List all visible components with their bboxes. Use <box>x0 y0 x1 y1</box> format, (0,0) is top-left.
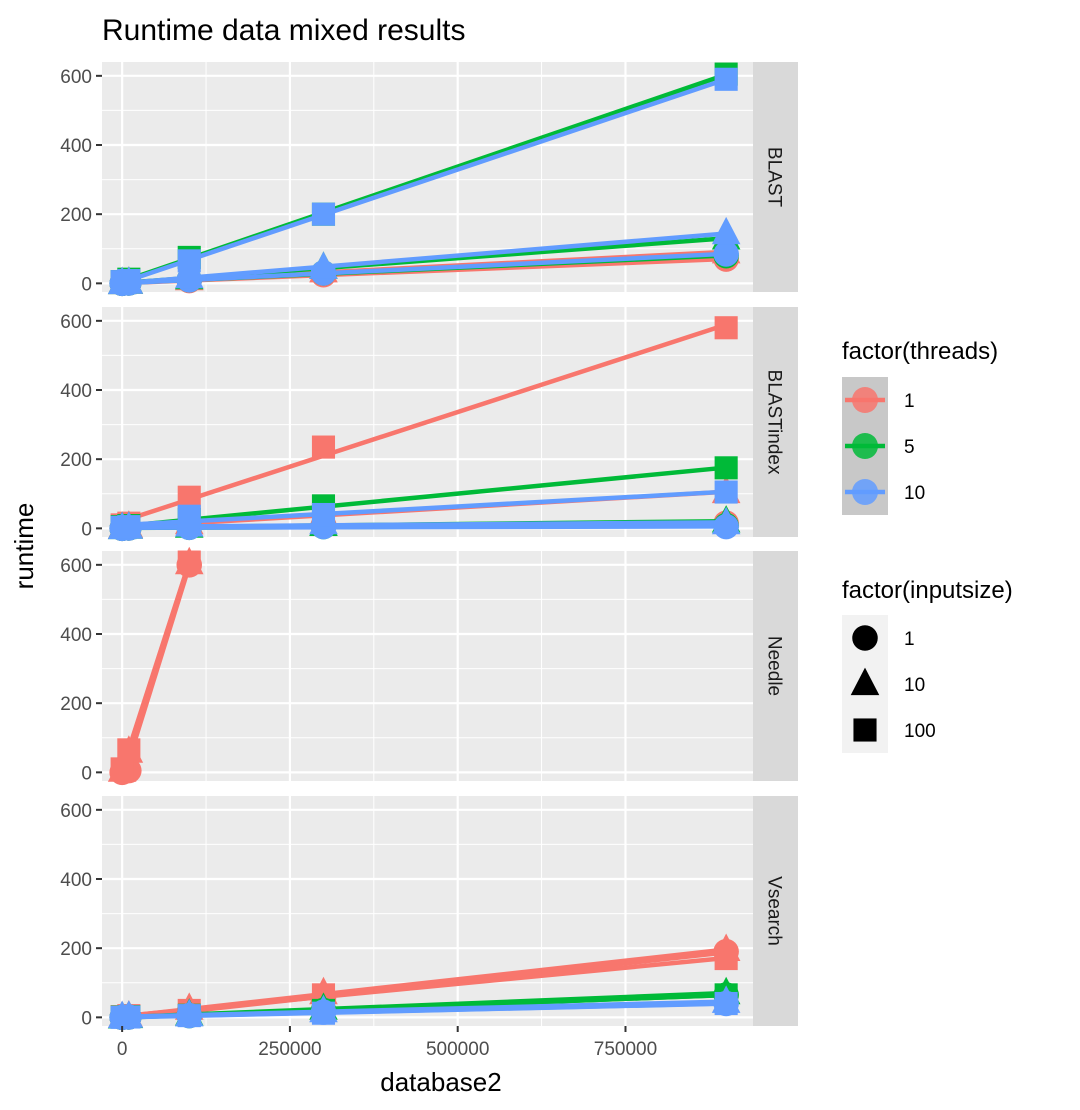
facet-panel-vsearch: 0 200 400 600 Vsearch <box>60 796 798 1031</box>
legends: factor(threads) 1 5 10 factor(inputsize) 1 10 1… <box>842 338 1013 753</box>
legend-label-inputsize: 100 <box>904 721 936 742</box>
legend-label-inputsize: 1 <box>904 629 915 650</box>
y-tick-label: 200 <box>60 694 92 715</box>
data-point-threads-1-inputsize-100 <box>117 738 141 762</box>
data-point-threads-10-inputsize-10 <box>711 506 741 535</box>
data-point-threads-1-inputsize-100 <box>110 757 134 781</box>
y-tick-label: 200 <box>60 939 92 960</box>
data-point-threads-10-inputsize-100 <box>311 202 336 226</box>
legend-key-circle <box>852 625 878 651</box>
legend-key-triangle <box>850 667 880 696</box>
facet-strip-label: BLASTindex <box>764 370 785 475</box>
data-point-threads-10-inputsize-100 <box>177 504 201 528</box>
trend-line-threads-10-inputsize-100 <box>121 77 727 285</box>
data-point-threads-1-inputsize-100 <box>177 550 201 574</box>
legend-key-point <box>852 387 878 413</box>
trend-line-threads-10-inputsize-10 <box>122 520 727 530</box>
data-point-threads-10-inputsize-100 <box>117 1005 141 1029</box>
y-tick-label: 600 <box>60 556 92 577</box>
data-point-threads-10-inputsize-100 <box>117 515 141 539</box>
y-tick-label: 0 <box>81 274 92 295</box>
legend-inputsize: factor(inputsize) 1 10 100 <box>842 577 1013 753</box>
trend-line-threads-5-inputsize-100 <box>121 465 727 529</box>
data-point-threads-10-inputsize-100 <box>714 991 738 1016</box>
data-point-threads-10-inputsize-100 <box>117 269 141 293</box>
facet-strip <box>753 796 798 1026</box>
y-tick-label: 0 <box>81 763 92 784</box>
legend-key-square <box>853 718 877 742</box>
x-axis: 0 250000 500000 750000 <box>117 1026 657 1060</box>
facet-strip <box>753 551 798 781</box>
data-point-threads-1-inputsize-100 <box>177 485 201 509</box>
trend-line-threads-1-inputsize-100 <box>121 955 727 1019</box>
trend-line-threads-10-inputsize-100 <box>122 489 727 528</box>
y-tick-label: 400 <box>60 870 92 891</box>
facet-panel-needle: 0 200 400 600 Needle <box>60 546 798 786</box>
trend-line-threads-10-inputsize-10 <box>121 231 727 286</box>
facet-panels: 0 200 400 600 BLAST 0 200 400 600 BLASTindex 0 200 4… <box>60 62 798 1060</box>
x-axis-label: database2 <box>380 1067 501 1097</box>
y-axis-label: runtime <box>9 503 39 590</box>
y-tick-label: 400 <box>60 136 92 157</box>
y-tick-label: 0 <box>81 519 92 540</box>
facet-panel-blast: 0 200 400 600 BLAST <box>60 62 798 297</box>
series-group <box>107 316 741 542</box>
legend-threads: factor(threads) 1 5 10 <box>842 338 998 515</box>
data-point-threads-1-inputsize-100 <box>311 435 336 459</box>
data-point-threads-1-inputsize-100 <box>714 316 738 340</box>
x-tick-label: 0 <box>117 1039 128 1060</box>
data-point-threads-10-inputsize-1 <box>713 241 739 267</box>
panel-background <box>102 796 753 1026</box>
legend-title-inputsize: factor(inputsize) <box>842 577 1013 604</box>
y-tick-label: 400 <box>60 625 92 646</box>
chart-title: Runtime data mixed results <box>102 14 466 47</box>
facet-panel-blastindex: 0 200 400 600 BLASTindex <box>60 307 798 542</box>
y-tick-label: 600 <box>60 801 92 822</box>
legend-label-threads: 10 <box>904 483 925 504</box>
y-tick-label: 200 <box>60 205 92 226</box>
facet-strip-label: BLAST <box>764 147 785 208</box>
series-group <box>107 933 741 1031</box>
data-point-threads-10-inputsize-100 <box>714 67 738 91</box>
facet-strip <box>753 62 798 292</box>
trend-line-threads-1-inputsize-100 <box>121 322 727 524</box>
data-point-threads-10-inputsize-10 <box>711 216 741 245</box>
x-tick-label: 500000 <box>426 1039 489 1060</box>
trend-line-threads-10-inputsize-100 <box>122 1001 727 1020</box>
trend-line-threads-10-inputsize-1 <box>122 251 727 286</box>
x-tick-label: 250000 <box>258 1039 321 1060</box>
legend-title-threads: factor(threads) <box>842 338 998 365</box>
data-point-threads-10-inputsize-100 <box>714 480 738 504</box>
y-tick-label: 600 <box>60 312 92 333</box>
x-tick-label: 750000 <box>594 1039 657 1060</box>
data-point-threads-5-inputsize-100 <box>714 456 738 480</box>
data-point-threads-10-inputsize-100 <box>311 502 336 527</box>
legend-key-point <box>852 433 878 459</box>
legend-label-inputsize: 10 <box>904 675 925 696</box>
data-point-threads-10-inputsize-10 <box>174 260 204 289</box>
data-point-threads-10-inputsize-100 <box>311 1001 336 1025</box>
facet-strip <box>753 307 798 537</box>
y-tick-label: 600 <box>60 67 92 88</box>
facet-strip-label: Vsearch <box>764 876 785 946</box>
legend-label-threads: 1 <box>904 391 915 412</box>
panel-background <box>102 551 753 781</box>
series-group <box>107 546 204 786</box>
legend-label-threads: 5 <box>904 437 915 458</box>
data-point-threads-10-inputsize-100 <box>177 249 201 273</box>
trend-line-threads-1-inputsize-100 <box>119 561 192 771</box>
y-tick-label: 200 <box>60 450 92 471</box>
facet-strip-label: Needle <box>764 636 785 696</box>
y-tick-label: 0 <box>81 1008 92 1029</box>
y-tick-label: 400 <box>60 381 92 402</box>
legend-key-point <box>852 479 878 505</box>
data-point-threads-1-inputsize-100 <box>714 947 738 971</box>
series-group <box>107 62 741 297</box>
data-point-threads-10-inputsize-100 <box>177 1004 201 1028</box>
data-point-threads-10-inputsize-10 <box>309 251 338 279</box>
